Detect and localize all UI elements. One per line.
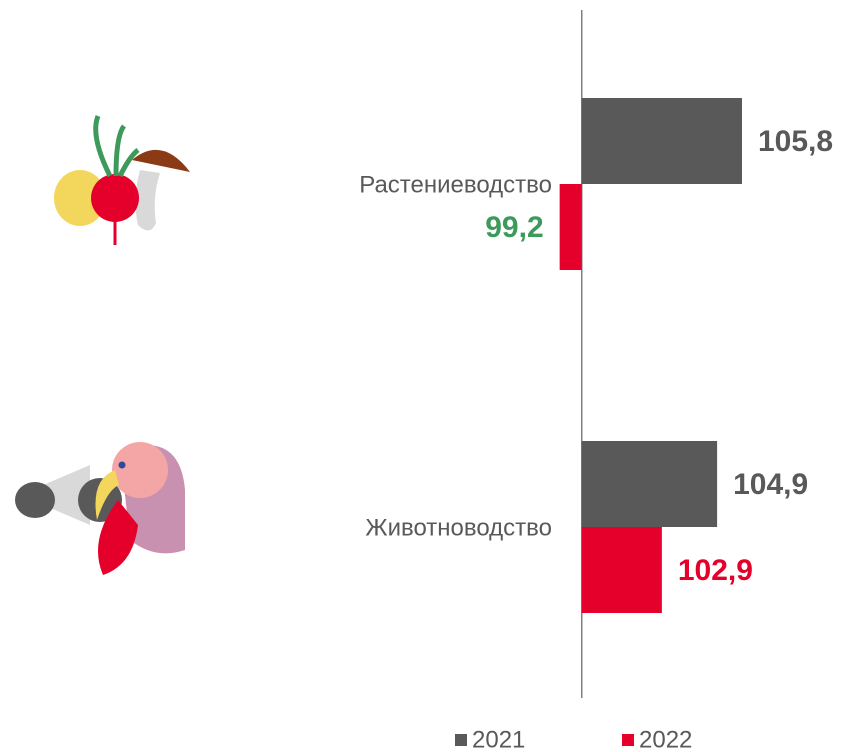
legend-swatch: [455, 734, 467, 746]
legend-label: 2022: [639, 726, 692, 752]
value-label: 99,2: [485, 211, 543, 244]
value-label: 105,8: [758, 125, 833, 158]
legend-label: 2021: [472, 726, 525, 752]
category-label: Животноводство: [365, 514, 552, 541]
value-label: 102,9: [678, 554, 753, 587]
legend-swatch: [622, 734, 634, 746]
bar: [582, 527, 662, 613]
value-label: 104,9: [733, 468, 808, 501]
bar: [582, 441, 717, 527]
chart: Растениеводство 105,8 99,2 Животноводство 10…: [0, 0, 859, 752]
livestock-icon: [15, 442, 185, 575]
crop-icon: [54, 116, 190, 245]
bar: [560, 184, 582, 270]
bar: [582, 98, 742, 184]
category-label: Растениеводство: [359, 171, 552, 198]
